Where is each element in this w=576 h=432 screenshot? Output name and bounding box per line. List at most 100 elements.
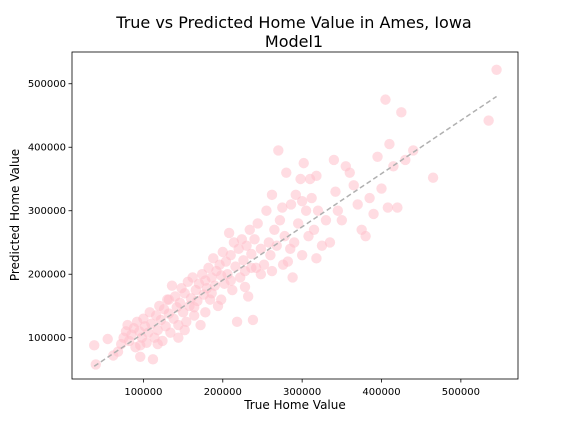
data-point [255,269,267,280]
data-point [146,318,157,329]
data-point [189,302,200,313]
data-point [247,314,259,326]
data-point [316,240,328,251]
data-point [227,284,238,296]
data-point [290,189,301,201]
data-point [312,205,324,216]
data-point [368,208,379,220]
data-point [273,145,284,156]
x-tick-label: 200000 [204,387,242,398]
data-point [427,172,439,183]
data-point [163,294,175,305]
data-point [179,324,190,336]
x-tick-label: 500000 [442,387,480,398]
data-point [166,280,178,291]
data-point [360,230,371,242]
data-point [255,243,267,255]
data-point [177,307,189,318]
data-point [181,316,192,328]
data-point [208,253,219,264]
data-point [233,243,244,255]
data-point [195,319,206,331]
data-point [189,310,200,321]
data-point [102,333,113,345]
data-point [271,240,282,251]
data-point [239,281,251,293]
data-point [330,186,341,197]
data-point [242,291,254,302]
data-point [279,230,290,242]
y-axis-ticks: 100000 200000 300000 400000 500000 [28,79,72,344]
data-point [344,167,355,178]
data-point [174,297,186,309]
data-point [306,192,317,204]
data-point [173,332,184,343]
data-point [400,154,411,166]
data-point [258,259,270,270]
data-point [380,94,391,105]
data-point [296,249,308,261]
data-point [364,192,375,204]
data-point [298,157,309,169]
data-point [392,202,403,213]
data-point [225,275,236,286]
data-point [384,138,395,150]
y-tick-label: 200000 [28,270,66,281]
data-point [372,151,383,162]
data-point [352,199,363,210]
data-point [147,354,159,365]
data-point [336,215,348,226]
plot-frame [71,51,519,380]
data-points [89,64,502,370]
data-point [308,224,320,235]
y-tick-label: 100000 [28,333,66,344]
data-point [281,167,292,178]
data-point [483,115,494,126]
data-point [277,259,289,270]
data-point [324,237,336,248]
data-point [135,340,146,351]
x-tick-label: 300000 [283,387,321,398]
data-point [152,338,163,350]
data-point [396,107,407,118]
y-tick-label: 400000 [28,143,66,154]
data-point [266,265,278,277]
chart-title-line-1: True vs Predicted Home Value in Ames, Io… [115,13,471,32]
data-point [289,237,300,248]
data-point [206,288,217,299]
chart-title-line-2: Model1 [265,32,323,51]
data-point [249,234,260,245]
data-point [261,205,272,216]
x-axis-ticks: 100000 200000 300000 400000 500000 [124,379,480,398]
data-point [135,351,146,362]
x-tick-label: 400000 [362,387,400,398]
data-point [348,180,359,191]
data-point [215,294,227,305]
data-point [263,237,275,248]
y-axis-label: Predicted Home Value [8,149,22,281]
y-tick-label: 300000 [28,206,66,217]
reference-line-layer [93,95,497,367]
data-point [320,215,332,226]
data-point [277,202,288,213]
data-point [287,272,298,283]
data-point [269,224,280,235]
data-point [187,272,198,283]
data-point [203,262,214,274]
data-point [223,227,235,239]
data-point [246,262,257,274]
data-point [328,154,340,166]
data-point [300,205,312,216]
data-point [491,64,502,75]
data-point [89,340,100,351]
data-point [241,240,252,251]
data-point [266,189,278,201]
data-point [246,248,257,260]
data-point [231,316,243,328]
x-axis-label: True Home Value [243,398,346,412]
data-point [295,173,306,185]
data-point [274,215,286,226]
data-point [252,218,263,229]
data-point [311,170,322,182]
